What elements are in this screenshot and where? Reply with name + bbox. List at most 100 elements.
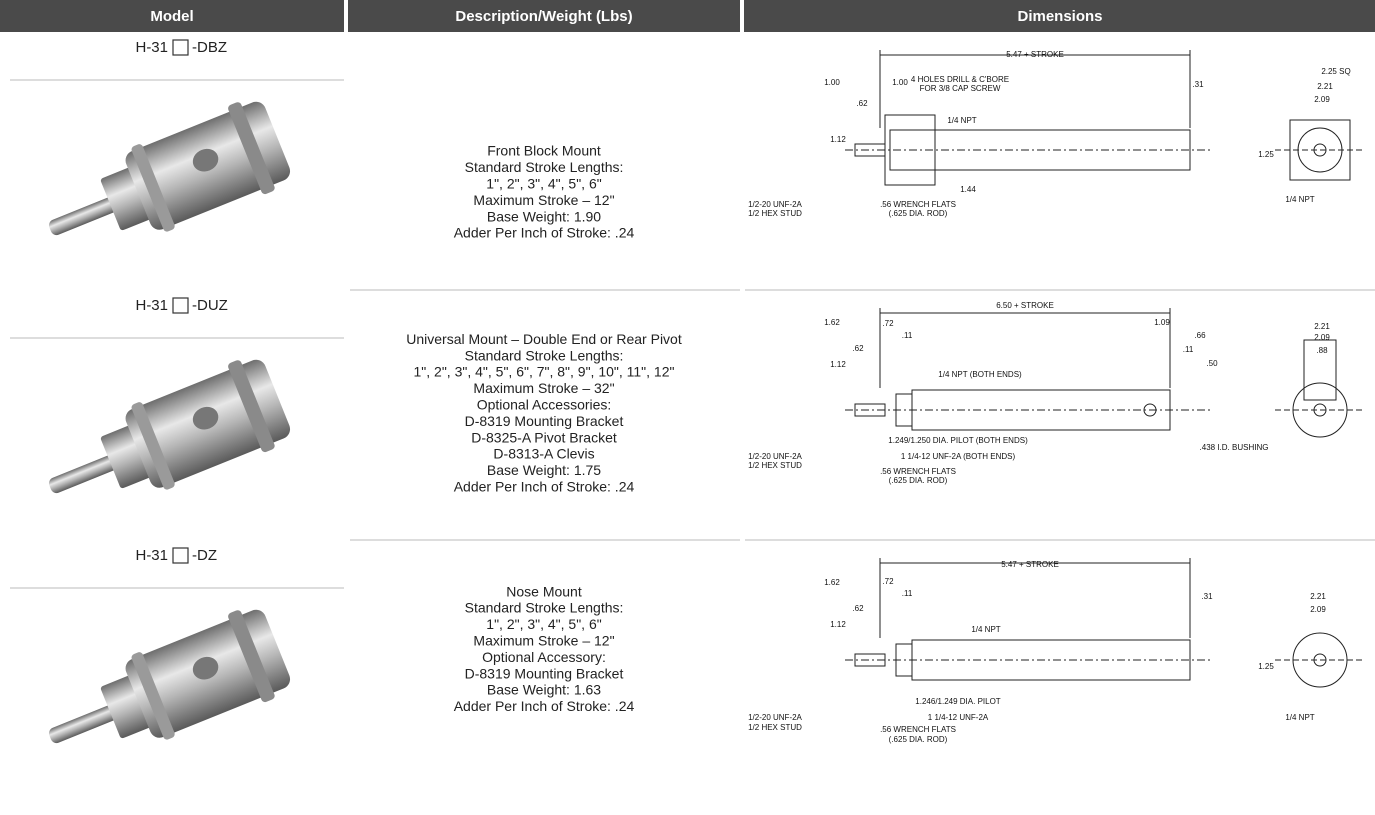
description-line: Base Weight: 1.75 (487, 462, 601, 478)
dimension-label: 1.62 (824, 318, 840, 327)
dimension-label: 1/2-20 UNF-2A (748, 200, 802, 209)
dimension-label: 1/4 NPT (BOTH ENDS) (938, 370, 1022, 379)
description-line: 1", 2", 3", 4", 5", 6", 7", 8", 9", 10",… (414, 364, 675, 380)
description-line: Base Weight: 1.90 (487, 208, 601, 224)
dimension-label: 5.47 + STROKE (1006, 50, 1064, 59)
dimension-label: 1/2-20 UNF-2A (748, 452, 802, 461)
model-prefix: H-31 (135, 297, 168, 314)
dimension-label: 1 1/4-12 UNF-2A (928, 713, 989, 722)
dimension-label: .62 (856, 99, 868, 108)
description-line: Base Weight: 1.63 (487, 682, 601, 698)
dimension-label: 1.25 (1258, 150, 1274, 159)
dimension-label: .11 (902, 331, 913, 340)
dimension-label: FOR 3/8 CAP SCREW (920, 84, 1001, 93)
dimension-label: 1/4 NPT (1285, 195, 1314, 204)
dimension-label: 1/2-20 UNF-2A (748, 713, 802, 722)
dimension-label: 1.12 (830, 620, 846, 629)
dimension-label: 2.21 (1314, 322, 1330, 331)
column-header: Model (150, 8, 193, 25)
description-line: Standard Stroke Lengths: (465, 347, 624, 363)
dimension-label: 2.21 (1317, 82, 1333, 91)
description-line: D-8319 Mounting Bracket (465, 665, 624, 681)
dimension-label: 1/4 NPT (971, 625, 1000, 634)
dimension-label: .72 (882, 577, 894, 586)
description-line: Front Block Mount (487, 143, 601, 159)
description-line: Standard Stroke Lengths: (465, 159, 624, 175)
description-line: D-8313-A Clevis (493, 446, 594, 462)
page: Model Description/Weight (Lbs) Dimension… (0, 0, 1375, 810)
dimension-label: (.625 DIA. ROD) (889, 209, 948, 218)
dimension-label: .11 (902, 589, 913, 598)
dimension-label: 2.21 (1310, 592, 1326, 601)
description-line: D-8319 Mounting Bracket (465, 413, 624, 429)
checkbox-square (173, 548, 188, 563)
dimension-label: .72 (882, 319, 894, 328)
product-photo (32, 93, 295, 274)
dimension-label: 1.249/1.250 DIA. PILOT (BOTH ENDS) (888, 436, 1028, 445)
dimension-label: 1/4 NPT (947, 116, 976, 125)
dimension-label: 2.09 (1314, 333, 1330, 342)
checkbox-square (173, 40, 188, 55)
description-line: Nose Mount (506, 583, 582, 599)
dimension-label: .56 WRENCH FLATS (880, 725, 956, 734)
description-line: Optional Accessories: (477, 397, 612, 413)
dimension-label: 1.00 (892, 78, 908, 87)
model-prefix: H-31 (135, 39, 168, 56)
description-line: Universal Mount – Double End or Rear Piv… (406, 331, 682, 347)
dimension-label: 2.09 (1310, 605, 1326, 614)
dimension-label: .66 (1194, 331, 1206, 340)
dimension-label: (.625 DIA. ROD) (889, 476, 948, 485)
dimension-label: .56 WRENCH FLATS (880, 467, 956, 476)
model-suffix: -DZ (192, 547, 217, 564)
dimension-label: 1.44 (960, 185, 976, 194)
product-photo (32, 601, 295, 782)
dimension-label: .62 (852, 344, 864, 353)
dimension-label: 1.09 (1154, 318, 1170, 327)
dimension-label: 1/2 HEX STUD (748, 723, 802, 732)
description-line: Standard Stroke Lengths: (465, 600, 624, 616)
dimension-label: 2.25 SQ (1321, 67, 1350, 76)
column-header: Description/Weight (Lbs) (455, 8, 632, 25)
dimension-label: .31 (1192, 80, 1204, 89)
description-line: Optional Accessory: (482, 649, 606, 665)
dimension-drawing (845, 308, 1365, 437)
description-line: Maximum Stroke – 12" (473, 192, 614, 208)
dimension-label: 1.00 (824, 78, 840, 87)
description-line: D-8325-A Pivot Bracket (471, 429, 617, 445)
dimension-label: .56 WRENCH FLATS (880, 200, 956, 209)
product-photo (32, 351, 295, 532)
description-line: Adder Per Inch of Stroke: .24 (454, 479, 635, 495)
dimension-drawing (845, 558, 1365, 687)
dimension-label: 1/4 NPT (1285, 713, 1314, 722)
description-line: Adder Per Inch of Stroke: .24 (454, 225, 635, 241)
description-line: Adder Per Inch of Stroke: .24 (454, 698, 635, 714)
dimension-label: 6.50 + STROKE (996, 301, 1054, 310)
description-line: Maximum Stroke – 12" (473, 633, 614, 649)
dimension-label: 1.62 (824, 578, 840, 587)
dimension-label: 1.25 (1258, 662, 1274, 671)
dimension-drawing (845, 50, 1365, 185)
checkbox-square (173, 298, 188, 313)
dimension-label: .438 I.D. BUSHING (1200, 443, 1269, 452)
description-line: 1", 2", 3", 4", 5", 6" (486, 176, 601, 192)
model-prefix: H-31 (135, 547, 168, 564)
description-line: 1", 2", 3", 4", 5", 6" (486, 616, 601, 632)
dimension-label: 1.246/1.249 DIA. PILOT (915, 697, 1000, 706)
description-line: Maximum Stroke – 32" (473, 380, 614, 396)
dimension-label: 1/2 HEX STUD (748, 461, 802, 470)
dimension-label: 1.12 (830, 135, 846, 144)
dimension-label: 1.12 (830, 360, 846, 369)
dimension-label: 1/2 HEX STUD (748, 209, 802, 218)
model-suffix: -DUZ (192, 297, 228, 314)
dimension-label: .88 (1316, 346, 1328, 355)
column-header: Dimensions (1017, 8, 1102, 25)
dimension-label: .50 (1206, 359, 1218, 368)
dimension-label: .62 (852, 604, 864, 613)
dimension-label: 5.47 + STROKE (1001, 560, 1059, 569)
table-row: H-31 -DUZ Universal Mount – Double End or … (10, 290, 1375, 532)
model-suffix: -DBZ (192, 39, 227, 56)
dimension-label: (.625 DIA. ROD) (889, 735, 948, 744)
